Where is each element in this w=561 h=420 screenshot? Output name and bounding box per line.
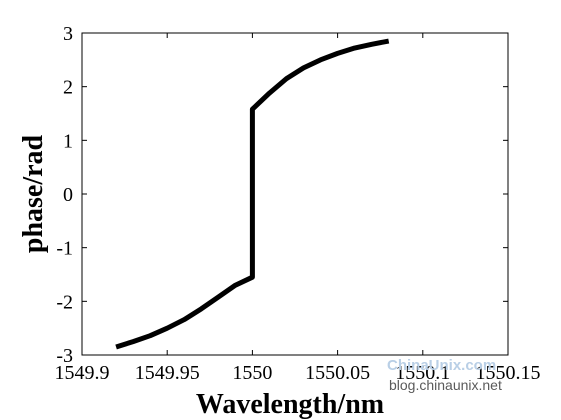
series-group bbox=[115, 38, 390, 350]
x-tick-label: 1550.15 bbox=[476, 362, 541, 384]
watermark-url: blog.chinaunix.net bbox=[389, 377, 502, 393]
watermark-brand: ChinaUnix.com bbox=[387, 357, 496, 374]
phase-series-line bbox=[115, 38, 390, 350]
x-tick-label: 1549.95 bbox=[135, 362, 200, 384]
y-tick-label: 0 bbox=[63, 184, 73, 206]
x-tick-label: 1550.05 bbox=[305, 362, 370, 384]
x-tick-label: 1550 bbox=[232, 362, 272, 384]
plot-area bbox=[81, 32, 509, 356]
x-axis-title: Wavelength/nm bbox=[196, 389, 384, 420]
y-tick-label: 1 bbox=[63, 130, 73, 152]
x-axis-ticks: 1549.9 1549.95 1550 1550.05 1550.1 1550.15 bbox=[55, 33, 541, 384]
y-axis-title: phase/rad bbox=[18, 134, 49, 253]
y-tick-label: -3 bbox=[56, 345, 73, 367]
y-tick-label: -2 bbox=[56, 291, 73, 313]
y-tick-label: 2 bbox=[63, 77, 73, 99]
x-tick-label: 1549.9 bbox=[55, 362, 110, 384]
y-tick-label: -1 bbox=[56, 238, 73, 260]
y-axis-ticks: -3 -2 -1 0 1 2 3 bbox=[56, 23, 508, 367]
x-tick-label: 1550.1 bbox=[395, 362, 450, 384]
y-tick-label: 3 bbox=[63, 23, 73, 45]
